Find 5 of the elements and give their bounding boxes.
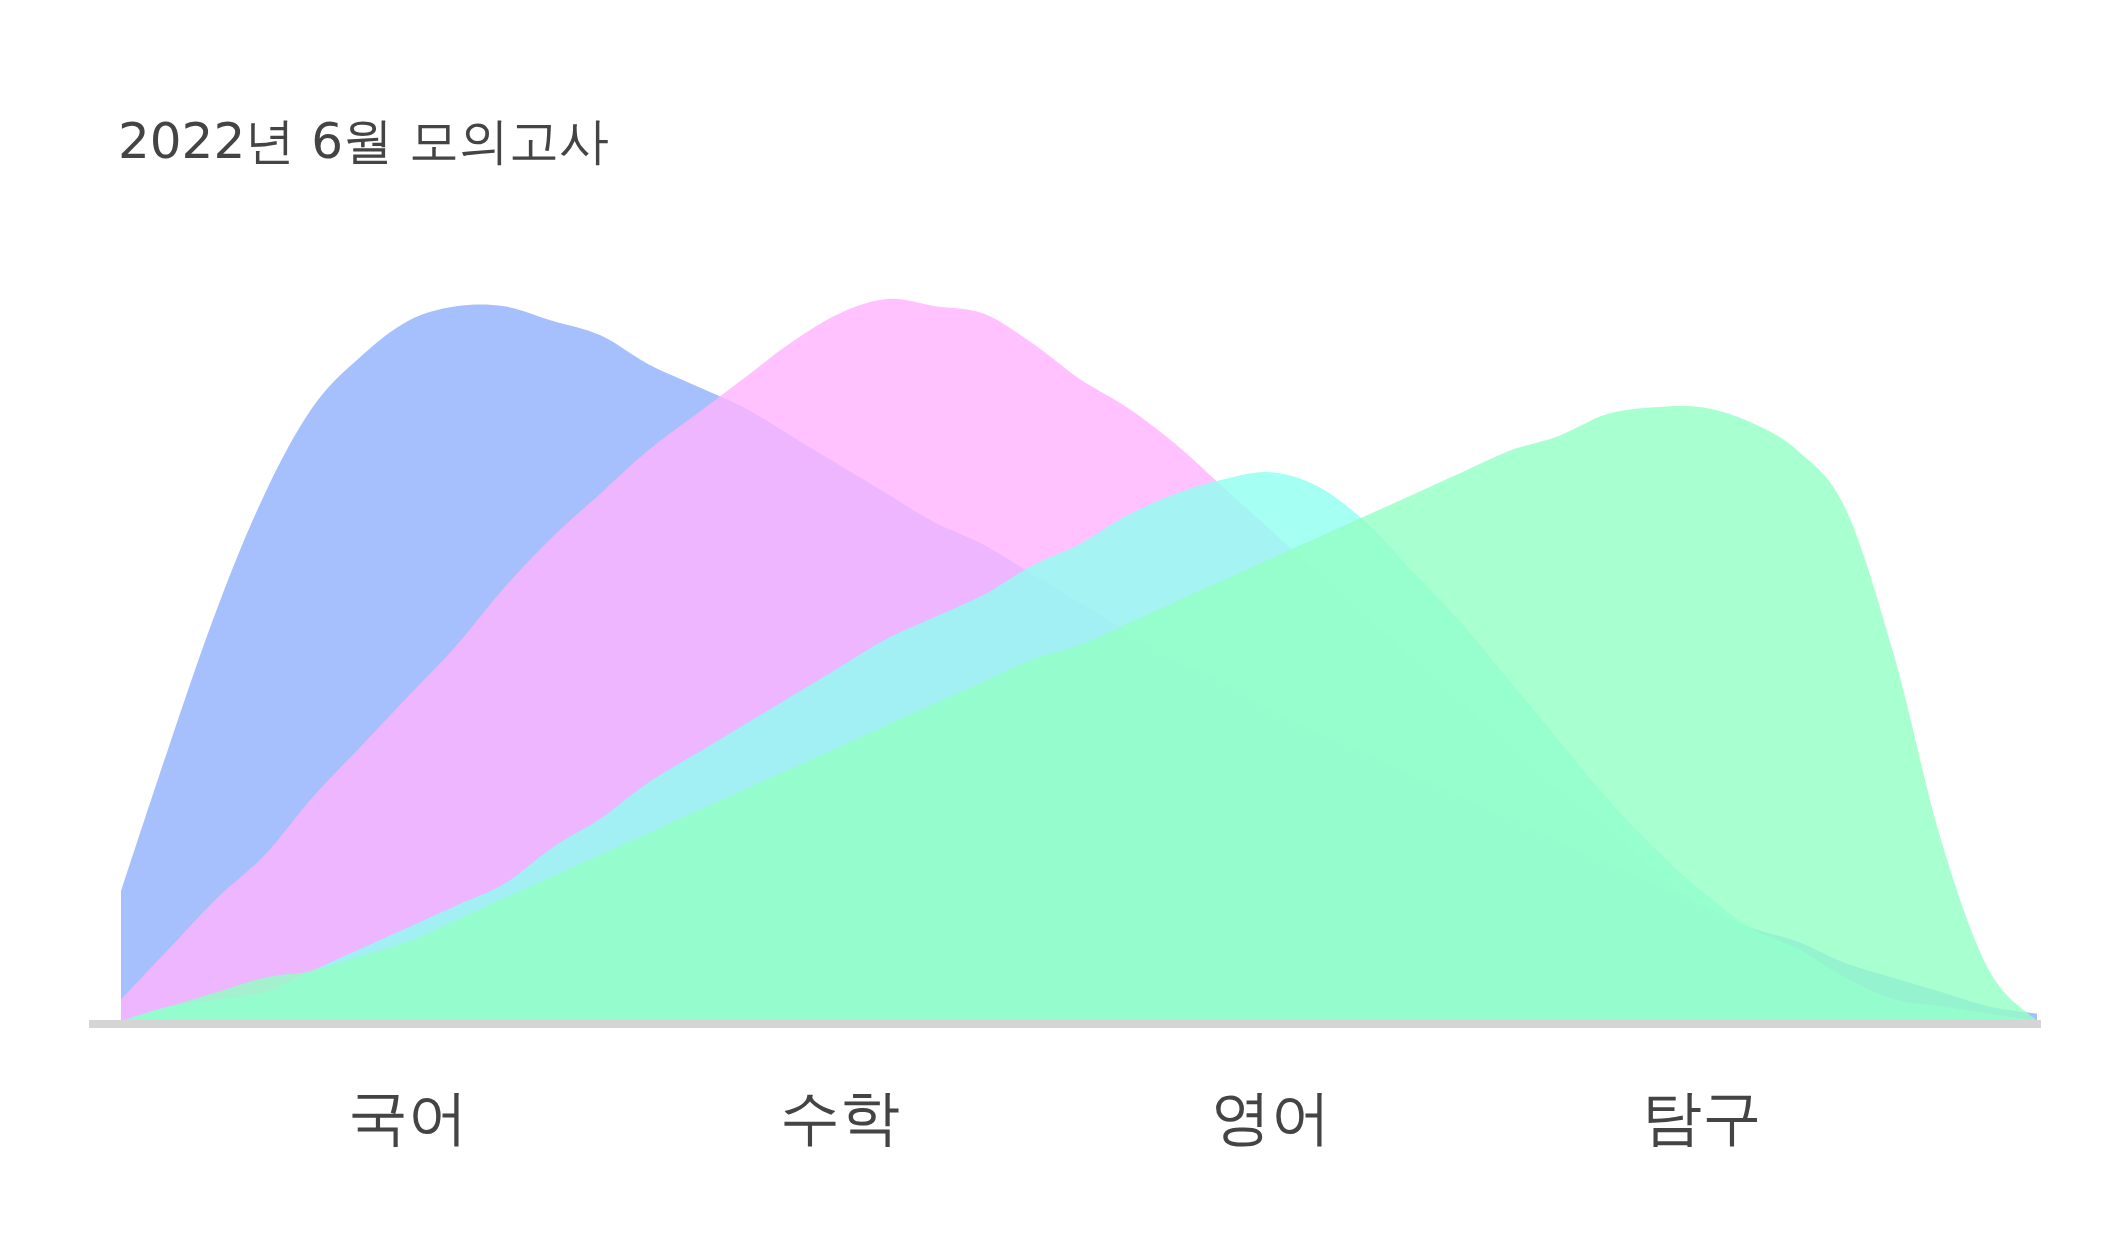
- x-tick-label: 탐구: [1641, 1082, 1762, 1152]
- chart-title: 2022년 6월 모의고사: [118, 112, 609, 170]
- x-tick-label: 영어: [1210, 1082, 1331, 1152]
- x-tick-label: 수학: [779, 1082, 900, 1152]
- x-tick-label: 국어: [348, 1082, 469, 1152]
